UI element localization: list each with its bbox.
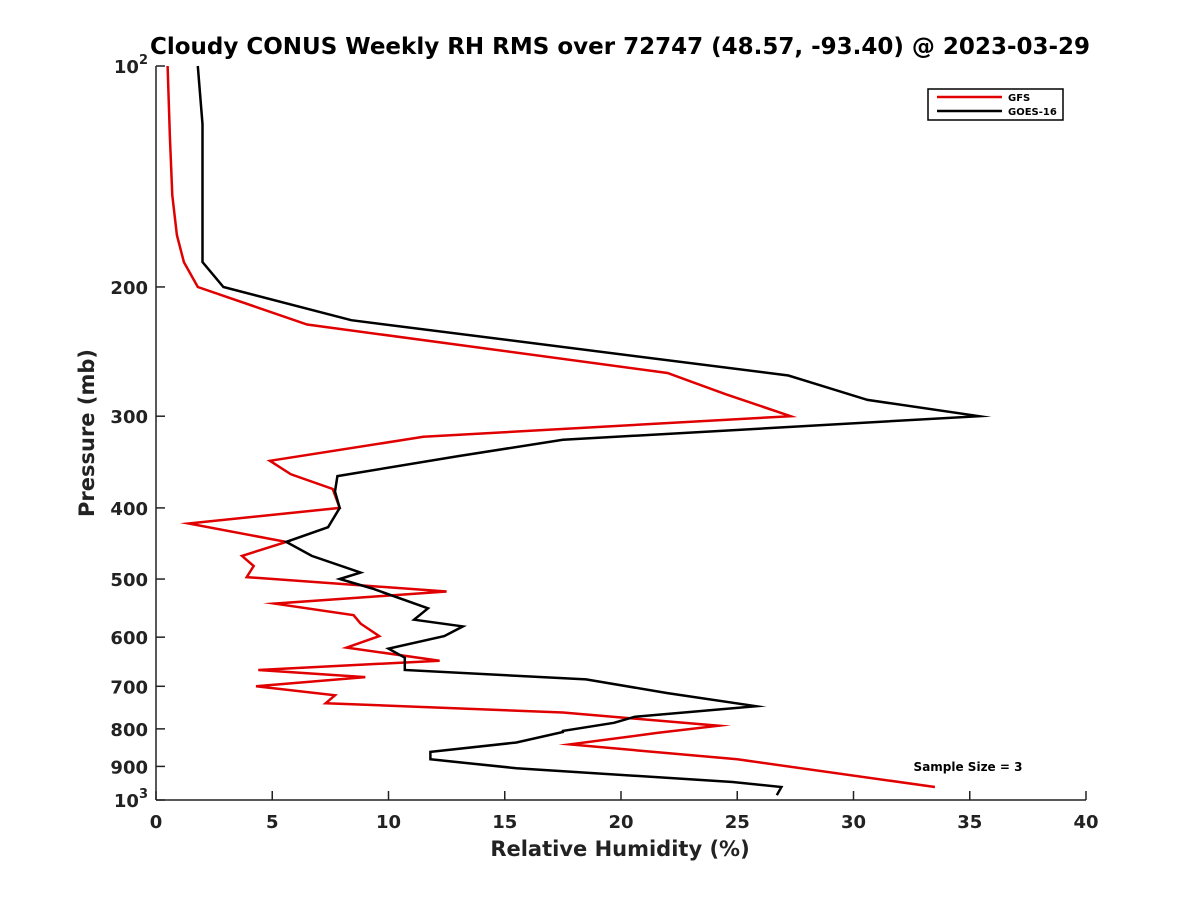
- x-tick-label: 20: [608, 812, 633, 833]
- y-tick-exponent: 3: [139, 787, 148, 802]
- series-line-goes16: [196, 65, 992, 796]
- legend-label-goes16: GOES-16: [1008, 107, 1057, 118]
- y-tick-exponent: 2: [139, 53, 148, 68]
- y-tick-base: 10: [114, 57, 139, 78]
- x-tick-label: 15: [492, 812, 517, 833]
- sample-size-annotation: Sample Size = 3: [914, 760, 1023, 774]
- x-tick-label: 10: [376, 812, 401, 833]
- y-tick-label: 300: [110, 407, 148, 428]
- x-tick-label: 30: [841, 812, 866, 833]
- y-tick-label: 400: [110, 499, 148, 520]
- y-tick-label: 103: [114, 787, 148, 812]
- legend-label-gfs: GFS: [1008, 93, 1030, 104]
- y-tick-label: 700: [110, 677, 148, 698]
- chart-title: Cloudy CONUS Weekly RH RMS over 72747 (4…: [150, 34, 1090, 60]
- series-line-gfs: [166, 65, 936, 789]
- x-tick-label: 40: [1073, 812, 1098, 833]
- series-lines: [166, 65, 992, 796]
- x-axis-label: Relative Humidity (%): [490, 837, 749, 861]
- y-tick-label: 900: [110, 757, 148, 778]
- legend-box: [927, 88, 1064, 121]
- y-tick-label: 200: [110, 278, 148, 299]
- y-tick-label: 600: [110, 628, 148, 649]
- x-tick-label: 5: [266, 812, 279, 833]
- x-tick-label: 0: [150, 812, 163, 833]
- y-tick-label: 800: [110, 720, 148, 741]
- legend: GFS GOES-16: [927, 88, 1064, 121]
- y-tick-label: 102: [114, 53, 148, 78]
- x-tick-label: 25: [725, 812, 750, 833]
- x-tick-label: 35: [957, 812, 982, 833]
- y-tick-base: 10: [114, 791, 139, 812]
- y-tick-label: 500: [110, 570, 148, 591]
- axes: 0 5 10 15 20 25 30 35 40102200300400500600700800…: [110, 53, 1098, 833]
- y-axis-label: Pressure (mb): [75, 349, 99, 517]
